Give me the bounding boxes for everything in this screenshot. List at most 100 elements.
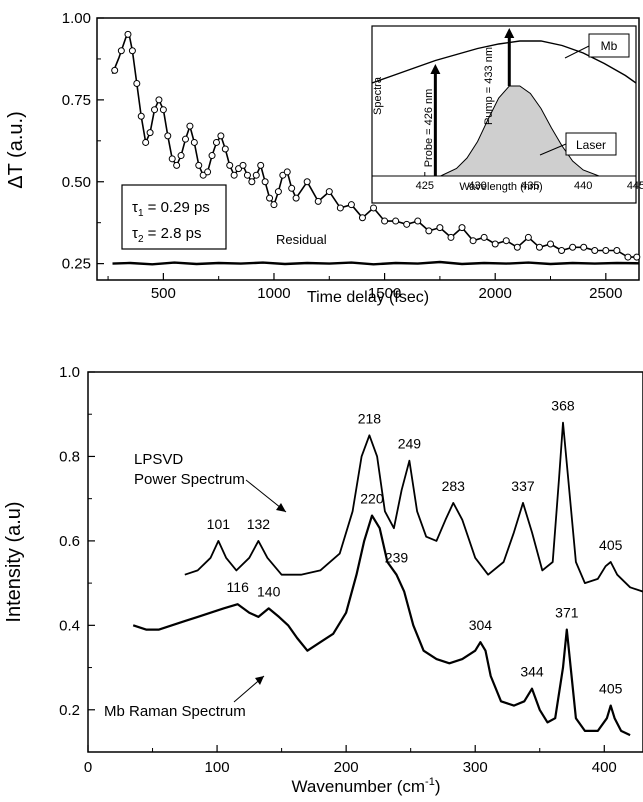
raman-arrow-head xyxy=(255,676,264,685)
data-point xyxy=(267,195,273,201)
peak-label: 132 xyxy=(247,516,271,532)
mb-legend-box: Mb xyxy=(589,34,629,57)
bottom-y-ticks: 0.20.40.60.81.0 xyxy=(59,364,95,719)
top-y-axis-label: ΔT (a.u.) xyxy=(5,111,27,188)
data-point xyxy=(559,248,565,254)
top-x-axis-label: Time delay (fsec) xyxy=(307,289,429,306)
data-point xyxy=(165,133,171,139)
peak-label: 368 xyxy=(551,398,575,414)
data-point xyxy=(470,238,476,244)
data-point xyxy=(293,195,299,201)
bottom-x-tick-label: 0 xyxy=(84,759,92,776)
peak-label: 116 xyxy=(227,579,250,595)
top-x-tick-label: 500 xyxy=(151,285,176,302)
inset-x-tick-label: 435 xyxy=(521,180,539,192)
data-point xyxy=(152,107,158,113)
raman-label: Mb Raman Spectrum xyxy=(104,703,246,720)
data-point xyxy=(592,248,598,254)
bottom-panel: 0.20.40.60.81.0 0100200300400 1011322182… xyxy=(3,364,643,796)
data-point xyxy=(174,162,180,168)
probe-label: Probe = 426 nm xyxy=(423,89,435,168)
data-point xyxy=(337,205,343,211)
bottom-x-tick-label: 400 xyxy=(592,759,617,776)
bottom-y-tick-label: 0.6 xyxy=(59,533,80,550)
top-panel: 0.250.500.751.00 5001000150020002500 ΔT … xyxy=(5,10,643,306)
data-point xyxy=(147,130,153,136)
data-point xyxy=(134,81,140,87)
data-point xyxy=(570,244,576,250)
data-point xyxy=(348,202,354,208)
inset-chart: Spectra Wavelength (nm) 425430435440445 … xyxy=(372,26,643,203)
data-point xyxy=(222,146,228,152)
data-point xyxy=(262,179,268,185)
lpsvd-arrow-head xyxy=(276,503,286,512)
bottom-y-tick-label: 0.2 xyxy=(59,702,80,719)
data-point xyxy=(213,139,219,145)
data-point xyxy=(359,215,365,221)
top-x-tick-label: 2500 xyxy=(589,285,622,302)
bottom-y-axis-label: Intensity (a.u) xyxy=(3,501,25,622)
data-point xyxy=(143,139,149,145)
data-point xyxy=(169,156,175,162)
peak-label: 405 xyxy=(599,537,623,553)
peak-label: 283 xyxy=(442,478,466,494)
data-point xyxy=(404,221,410,227)
data-point xyxy=(125,31,131,37)
data-point xyxy=(371,205,377,211)
peak-label: 220 xyxy=(360,491,384,507)
data-point xyxy=(275,189,281,195)
data-point xyxy=(218,133,224,139)
pump-label: Pump = 433 nm xyxy=(483,47,495,125)
bottom-peak-labels: 1011322182492833373684051161402202393043… xyxy=(207,398,623,697)
bottom-y-tick-label: 0.4 xyxy=(59,617,80,634)
data-point xyxy=(415,218,421,224)
data-point xyxy=(209,153,215,159)
bottom-x-tick-label: 300 xyxy=(463,759,488,776)
peak-label: 337 xyxy=(511,478,535,494)
peak-label: 304 xyxy=(469,617,493,633)
data-point xyxy=(191,139,197,145)
data-point xyxy=(426,228,432,234)
data-point xyxy=(284,169,290,175)
data-point xyxy=(304,179,310,185)
data-point xyxy=(448,234,454,240)
peak-label: 140 xyxy=(257,583,281,599)
data-point xyxy=(289,185,295,191)
top-y-tick-label: 0.50 xyxy=(62,174,91,191)
data-point xyxy=(156,97,162,103)
data-point xyxy=(581,244,587,250)
bottom-x-tick-label: 200 xyxy=(334,759,359,776)
data-point xyxy=(614,248,620,254)
peak-label: 218 xyxy=(358,410,382,426)
residual-curve xyxy=(113,262,640,264)
bottom-x-ticks: 0100200300400 xyxy=(84,745,617,776)
data-point xyxy=(231,172,237,178)
data-point xyxy=(258,162,264,168)
data-point xyxy=(249,179,255,185)
mb-label: Mb xyxy=(601,39,618,53)
peak-label: 101 xyxy=(207,516,231,532)
data-point xyxy=(244,172,250,178)
top-y-tick-label: 1.00 xyxy=(62,10,91,27)
data-point xyxy=(205,169,211,175)
inset-x-tick-label: 445 xyxy=(627,180,643,192)
inset-x-tick-label: 440 xyxy=(574,180,592,192)
data-point xyxy=(112,67,118,73)
data-point xyxy=(536,244,542,250)
data-point xyxy=(138,113,144,119)
bottom-y-tick-label: 1.0 xyxy=(59,364,80,381)
residual-label: Residual xyxy=(276,232,327,247)
data-point xyxy=(548,241,554,247)
data-point xyxy=(240,162,246,168)
lpsvd-label-line2: Power Spectrum xyxy=(134,471,245,488)
fit-params-box: τ1 = 0.29 ps τ2 = 2.8 ps xyxy=(122,185,226,249)
inset-x-tick-label: 425 xyxy=(416,180,434,192)
laser-legend-box: Laser xyxy=(566,133,616,155)
data-point xyxy=(253,172,259,178)
data-point xyxy=(492,241,498,247)
data-point xyxy=(315,198,321,204)
data-point xyxy=(178,153,184,159)
data-point xyxy=(118,48,124,54)
peak-label: 239 xyxy=(385,550,409,566)
